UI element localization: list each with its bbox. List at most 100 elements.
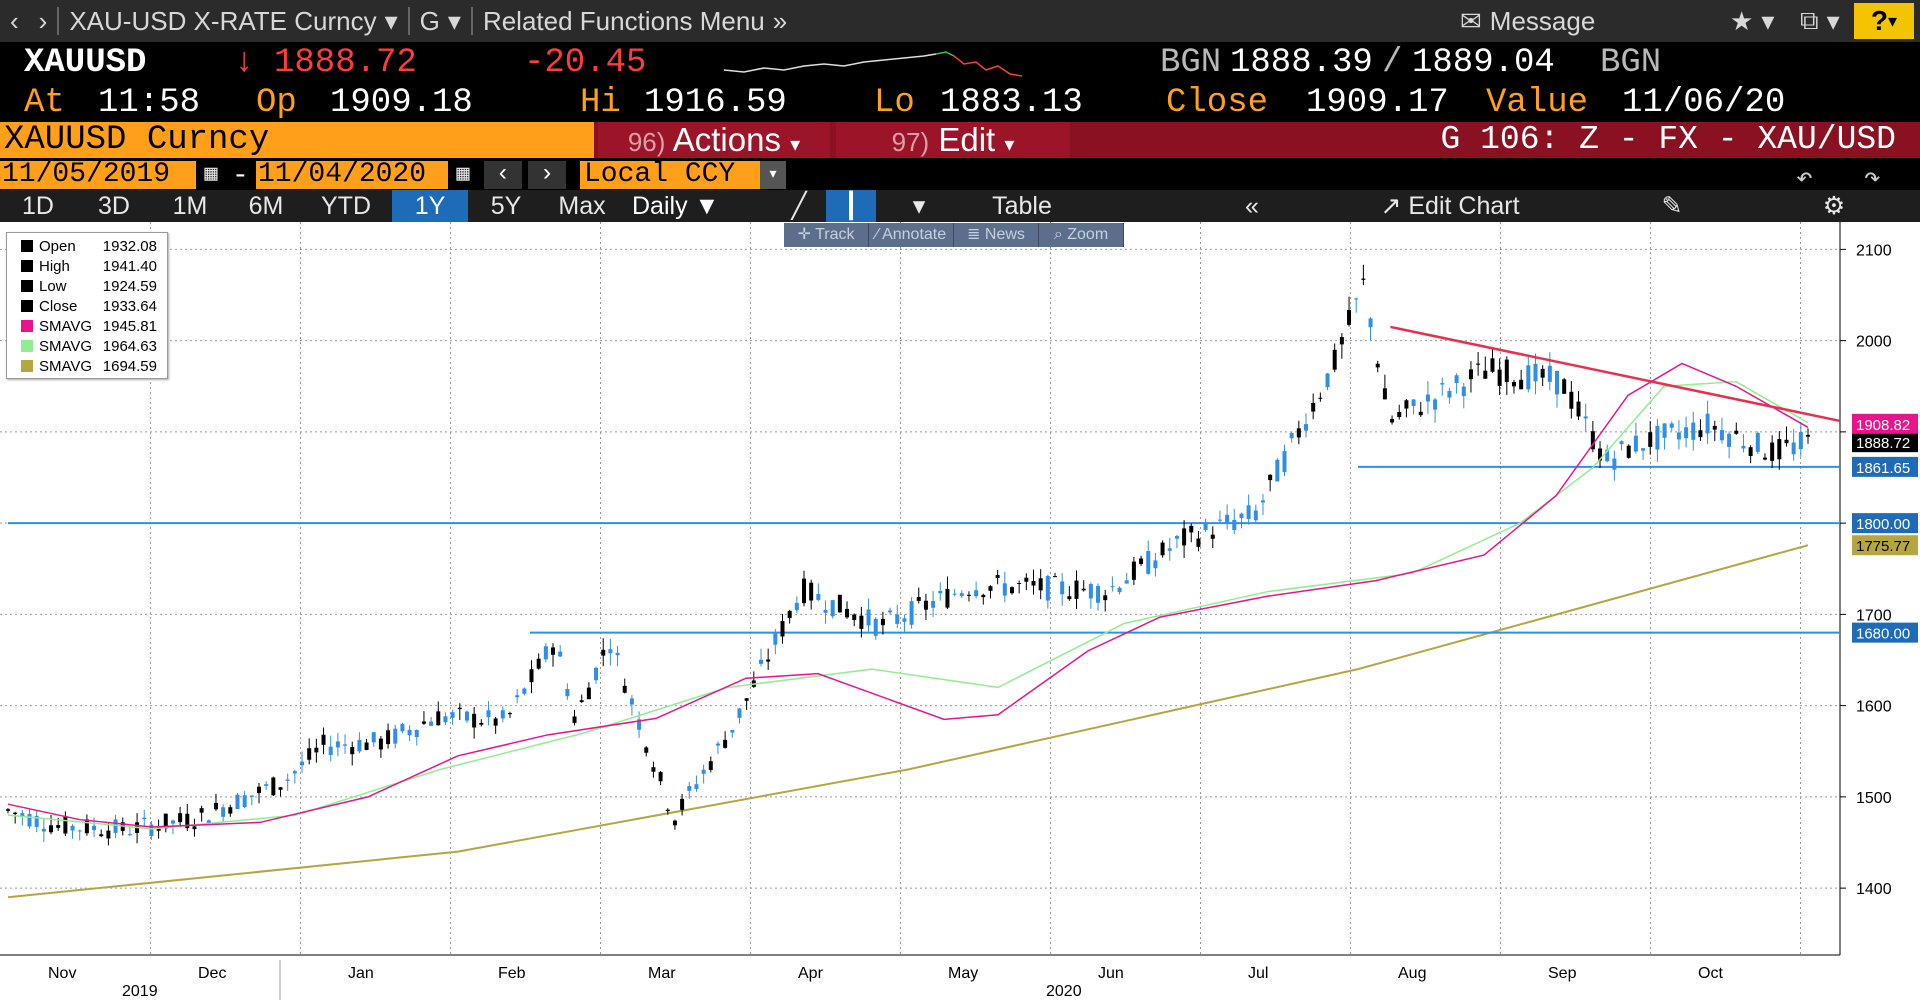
candle-body — [350, 746, 355, 755]
chevron-left-icon: ‹ — [495, 161, 511, 188]
actions-button[interactable]: 96) Actions ▾ — [598, 122, 830, 158]
candle-body — [1497, 369, 1502, 386]
candle-body — [1096, 585, 1101, 603]
chevron-right-icon: › — [539, 161, 555, 188]
candle-body — [1103, 595, 1108, 601]
y-tick-label: 1700 — [1856, 607, 1892, 624]
related-functions-menu[interactable]: Related Functions Menu» — [473, 6, 797, 37]
candle-body — [1727, 433, 1732, 447]
candle-body — [551, 647, 556, 655]
annotate-tool[interactable]: ∕ Annotate — [869, 223, 954, 247]
range-ytd[interactable]: YTD — [321, 192, 371, 220]
candle-body — [701, 769, 706, 774]
candle-body — [1289, 432, 1294, 439]
support-level-label: 1680.00 — [1856, 626, 1910, 643]
function-dropdown[interactable]: G ▾ — [410, 6, 471, 37]
candle-body — [687, 786, 692, 791]
end-date-input[interactable]: 11/04/2020 — [256, 161, 448, 189]
back-button[interactable]: ‹ — [0, 6, 29, 37]
candle-body — [766, 659, 771, 662]
start-date-input[interactable]: 11/05/2019 — [0, 161, 196, 189]
currency-select[interactable]: Local CCY — [580, 161, 786, 189]
zoom-tool[interactable]: ⌕ Zoom — [1039, 223, 1124, 247]
caret-down-icon[interactable]: ▾ — [760, 161, 786, 189]
candle-body — [680, 798, 685, 810]
candle-body — [163, 813, 168, 829]
redo-icon[interactable]: ↷ — [1864, 164, 1881, 195]
candle-body — [400, 723, 405, 732]
gear-icon[interactable]: ⚙ — [1822, 192, 1846, 220]
candle-body — [1361, 278, 1366, 280]
window-button[interactable]: ⧉ ▾ — [1790, 5, 1850, 37]
forward-button[interactable]: › — [29, 6, 58, 37]
candle-body — [945, 588, 950, 608]
range-6m[interactable]: 6M — [248, 192, 284, 220]
edit-button[interactable]: 97) Edit ▾ — [836, 122, 1070, 158]
collapse-icon[interactable]: « — [1245, 192, 1259, 220]
candle-body — [708, 761, 713, 770]
range-3d[interactable]: 3D — [98, 192, 130, 220]
candle-body — [264, 784, 269, 786]
open-label: Op — [256, 84, 297, 122]
table-button[interactable]: Table — [992, 192, 1052, 220]
candle-body — [1296, 428, 1301, 438]
pencil-icon[interactable]: ✎ — [1661, 192, 1683, 220]
candle-body — [988, 586, 993, 591]
last-price-label: 1888.72 — [1856, 435, 1910, 452]
range-5y[interactable]: 5Y — [490, 192, 522, 220]
candle-body — [1798, 432, 1803, 450]
net-change: -20.45 — [524, 44, 647, 82]
candle-body — [1762, 457, 1767, 460]
help-button[interactable]: ? ▾ — [1854, 3, 1914, 39]
candle-body — [335, 741, 340, 748]
resistance-trendline — [1390, 325, 1841, 423]
chart-area[interactable]: 14001500160017001800190020002100NovDecJa… — [0, 222, 1920, 1000]
candle-body — [931, 601, 936, 608]
next-period-button[interactable]: › — [528, 161, 566, 189]
message-button[interactable]: ✉ Message — [1450, 6, 1605, 37]
range-1m[interactable]: 1M — [172, 192, 208, 220]
x-tick-label: Sep — [1548, 965, 1577, 982]
legend-entry: High 1941.40 — [11, 256, 163, 276]
track-tool[interactable]: ✛ Track — [784, 223, 869, 247]
undo-icon[interactable]: ↶ — [1796, 164, 1813, 195]
range-max[interactable]: Max — [558, 192, 606, 220]
candle-body — [1060, 581, 1065, 595]
caret-down-icon: ▼ — [694, 192, 720, 220]
security-dropdown[interactable]: XAU-USD X-RATE Curncy ▾ — [59, 6, 407, 37]
candle-body — [529, 669, 534, 683]
calendar-icon[interactable]: ▦ — [204, 162, 218, 187]
legend-value: 1932.08 — [102, 237, 157, 255]
legend-value: 1924.59 — [102, 277, 157, 295]
security-name[interactable]: XAUUSD Curncy — [0, 122, 594, 158]
candle-body — [565, 688, 570, 697]
candle-body — [407, 729, 412, 736]
favorites-button[interactable]: ★ ▾ — [1720, 6, 1784, 37]
candle-body — [1210, 534, 1215, 539]
bar-chart-icon[interactable]: ┃ — [826, 190, 876, 222]
candle-body — [464, 711, 469, 721]
candle-body — [99, 834, 104, 837]
calendar-icon[interactable]: ▦ — [456, 162, 470, 187]
legend-entry: Open 1932.08 — [11, 236, 163, 256]
period-select[interactable]: Daily ▼ — [632, 190, 748, 222]
candle-body — [1203, 522, 1208, 531]
candle-body — [1791, 442, 1796, 455]
caret-down-icon[interactable]: ▾ — [912, 192, 926, 220]
legend-entry: SMAVG 1964.63 — [11, 336, 163, 356]
line-chart-icon[interactable]: ╱ — [791, 192, 807, 220]
candle-body — [1268, 474, 1273, 481]
sma-slow-line — [7, 544, 1809, 899]
prev-period-button[interactable]: ‹ — [484, 161, 522, 189]
quote-line-2: At 11:58 Op 1909.18 Hi 1916.59 Lo 1883.1… — [0, 84, 1920, 122]
range-1d[interactable]: 1D — [22, 192, 54, 220]
range-1y[interactable]: 1Y — [392, 190, 468, 222]
chart-legend[interactable]: Open 1932.08 High 1941.40 Low 1924.59 Close 193… — [6, 232, 168, 379]
candle-body — [974, 590, 979, 597]
candle-body — [644, 747, 649, 753]
candle-body — [615, 652, 620, 656]
crosshair-icon: ✛ — [797, 226, 811, 243]
news-tool[interactable]: ≣ News — [954, 223, 1039, 247]
x-tick-label: Jan — [348, 965, 374, 982]
edit-chart-button[interactable]: ↗ Edit Chart — [1340, 190, 1560, 222]
